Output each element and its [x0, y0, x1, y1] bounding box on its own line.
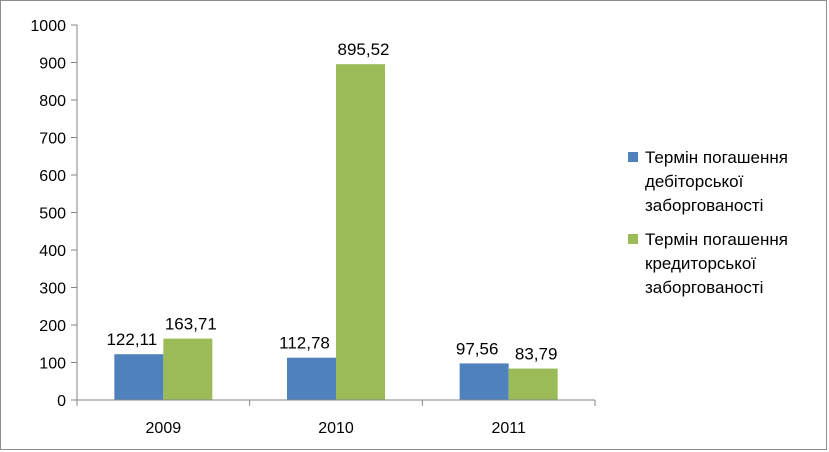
y-tick-label: 700 [39, 131, 66, 148]
bar-series-1-2009 [163, 338, 213, 400]
data-label-series-0-2011: 97,56 [456, 339, 499, 358]
data-label-series-1-2009: 163,71 [165, 315, 217, 334]
bars [114, 64, 558, 401]
y-tick-label: 0 [57, 393, 66, 410]
legend: Термін погашення дебіторської заборгованос… [628, 148, 788, 297]
y-tick-label: 400 [39, 243, 66, 260]
x-tick-label-2011: 2011 [491, 420, 526, 437]
y-tick-label: 1000 [30, 18, 66, 35]
bar-series-1-2010 [336, 64, 385, 401]
y-tick-label: 100 [39, 356, 66, 373]
data-label-series-1-2011: 83,79 [515, 345, 558, 364]
y-tick-label: 900 [39, 56, 66, 73]
data-label-series-1-2010: 895,52 [338, 40, 390, 59]
y-tick-label: 600 [39, 168, 66, 185]
bar-series-0-2011 [459, 363, 509, 400]
data-label-series-0-2009: 122,11 [106, 330, 157, 349]
y-tick-label: 800 [39, 93, 66, 110]
data-label-series-0-2010: 112,78 [279, 334, 330, 353]
x-axis-ticks: 2009 2010 2011 [76, 400, 596, 437]
y-tick-label: 200 [39, 318, 66, 335]
y-tick-label: 300 [39, 281, 66, 298]
legend-label-1-line-2: заборгованості [645, 278, 763, 297]
legend-label-0-line-2: заборгованості [645, 196, 763, 215]
data-labels: 122,11 112,78 97,56 163,71 895,52 83,79 [106, 40, 557, 363]
bar-series-0-2010 [287, 357, 336, 400]
x-tick-label-2010: 2010 [318, 420, 354, 437]
legend-label-0-line-1: дебіторської [645, 172, 744, 191]
y-axis-ticks: 0 100 200 300 400 500 600 700 800 900 1000 [30, 18, 77, 410]
legend-label-0-line-0: Термін погашення [645, 148, 788, 167]
legend-label-1-line-1: кредиторської [645, 254, 756, 273]
axes [76, 25, 595, 401]
y-tick-label: 500 [39, 206, 66, 223]
legend-label-1-line-0: Термін погашення [645, 230, 788, 249]
x-tick-label-2009: 2009 [146, 420, 182, 437]
bar-series-0-2009 [114, 354, 164, 400]
legend-swatch-0 [628, 152, 638, 162]
legend-swatch-1 [628, 234, 638, 244]
bar-series-1-2011 [508, 368, 558, 400]
